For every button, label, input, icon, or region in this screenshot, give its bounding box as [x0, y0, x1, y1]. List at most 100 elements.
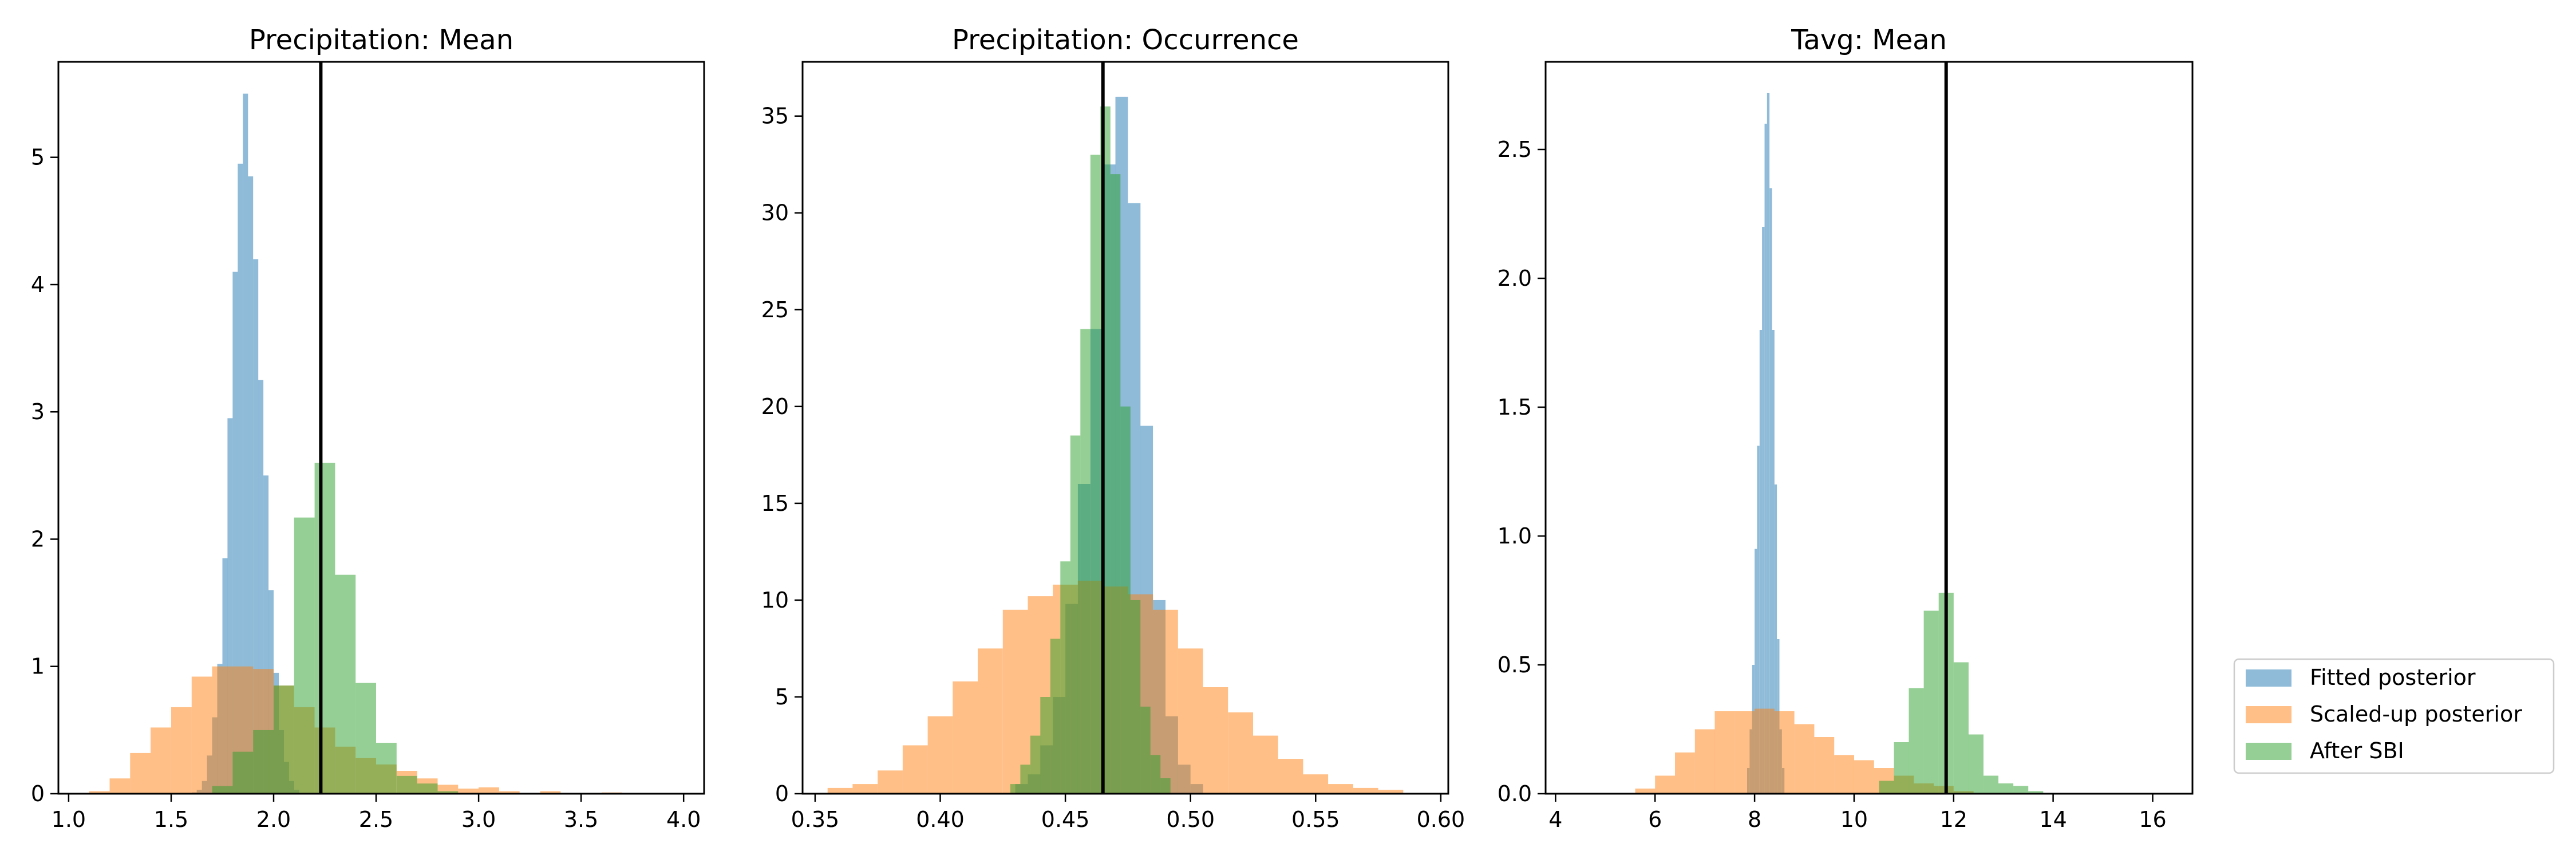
bar-after-sbi — [1020, 765, 1030, 794]
panel-precipitation-occurrence: 0.35 0.40 0.45 0.50 0.55 0.60 0 5 10 15 20 25 30 35 P… — [761, 24, 1465, 832]
histogram-bars — [827, 96, 1404, 794]
bar-scaled-up-posterior — [458, 789, 479, 794]
x-tick-label: 12 — [1940, 807, 1967, 832]
bar-after-sbi — [1090, 155, 1101, 794]
bar-scaled-up-posterior — [927, 716, 953, 794]
y-tick-label: 2.0 — [1498, 266, 1532, 291]
y-tick-label: 5 — [31, 145, 45, 170]
bar-scaled-up-posterior — [1203, 687, 1228, 794]
bar-after-sbi — [232, 751, 254, 794]
y-tick-label: 1.5 — [1498, 395, 1532, 420]
panel-title: Tavg: Mean — [1791, 24, 1947, 56]
legend-swatch — [2246, 706, 2291, 723]
x-tick-label: 10 — [1840, 807, 1868, 832]
y-tick-label: 10 — [761, 588, 789, 613]
x-tick-label: 0.35 — [791, 807, 840, 832]
bar-fitted-posterior — [1774, 484, 1777, 794]
bar-after-sbi — [1160, 778, 1171, 794]
bar-fitted-posterior — [1767, 93, 1770, 794]
axis-ticks: 0.35 0.40 0.45 0.50 0.55 0.60 0 5 10 15 20 25 30 35 — [761, 104, 1465, 832]
bar-scaled-up-posterior — [852, 784, 878, 794]
bar-scaled-up-posterior — [827, 787, 853, 794]
bar-scaled-up-posterior — [878, 770, 903, 794]
bar-fitted-posterior — [238, 163, 243, 794]
bar-scaled-up-posterior — [1228, 712, 1253, 794]
bar-scaled-up-posterior — [130, 752, 151, 794]
bar-after-sbi — [1909, 688, 1924, 794]
bar-scaled-up-posterior — [1814, 737, 1835, 794]
y-tick-label: 20 — [761, 394, 789, 419]
histogram-bars — [89, 93, 622, 794]
y-tick-label: 1.0 — [1498, 523, 1532, 549]
y-tick-label: 2.5 — [1498, 137, 1532, 162]
x-tick-label: 0.45 — [1041, 807, 1090, 832]
bar-fitted-posterior — [1772, 330, 1775, 794]
bar-fitted-posterior — [248, 176, 254, 794]
bar-scaled-up-posterior — [1253, 735, 1278, 794]
bar-fitted-posterior — [258, 380, 264, 794]
bar-scaled-up-posterior — [1794, 724, 1815, 794]
bar-after-sbi — [2028, 791, 2044, 794]
bar-scaled-up-posterior — [499, 791, 520, 794]
bar-after-sbi — [1110, 174, 1121, 794]
bar-fitted-posterior — [1762, 227, 1765, 794]
bar-scaled-up-posterior — [212, 666, 233, 794]
bar-after-sbi — [437, 791, 459, 794]
bar-after-sbi — [1010, 784, 1021, 794]
bar-after-sbi — [294, 517, 315, 794]
bar-after-sbi — [1120, 406, 1131, 794]
bar-fitted-posterior — [263, 475, 269, 794]
bar-fitted-posterior — [1757, 446, 1760, 794]
bar-scaled-up-posterior — [109, 778, 131, 794]
legend-frame — [2233, 658, 2555, 774]
bar-after-sbi — [376, 743, 397, 794]
bar-after-sbi — [1080, 329, 1091, 794]
axes-frame — [1544, 61, 2194, 795]
bar-after-sbi — [417, 783, 438, 794]
bar-scaled-up-posterior — [902, 745, 928, 794]
bar-after-sbi — [274, 685, 294, 794]
x-tick-label: 4.0 — [666, 807, 701, 832]
y-tick-label: 0.0 — [1498, 781, 1532, 806]
legend: Fitted posterior Scaled-up posterior Aft… — [2233, 658, 2555, 774]
panel-title: Precipitation: Occurrence — [952, 24, 1299, 56]
x-tick-label: 14 — [2039, 807, 2067, 832]
x-tick-label: 2.5 — [359, 807, 393, 832]
x-tick-label: 2.0 — [256, 807, 291, 832]
y-tick-label: 30 — [761, 200, 789, 226]
legend-swatch — [2246, 669, 2291, 687]
axes-frame — [57, 61, 705, 795]
legend-label: Scaled-up posterior — [2310, 702, 2522, 727]
y-tick-label: 0.5 — [1498, 652, 1532, 677]
bar-after-sbi — [1140, 706, 1151, 794]
y-tick-label: 3 — [31, 399, 45, 424]
bar-after-sbi — [1130, 600, 1141, 794]
x-tick-label: 8 — [1748, 807, 1761, 832]
bar-scaled-up-posterior — [1303, 774, 1329, 794]
bar-scaled-up-posterior — [191, 676, 212, 794]
y-tick-label: 5 — [775, 684, 789, 710]
y-tick-label: 35 — [761, 104, 789, 129]
x-tick-label: 0.60 — [1417, 807, 1465, 832]
bar-after-sbi — [1879, 781, 1894, 794]
bar-after-sbi — [1998, 783, 2014, 794]
bar-after-sbi — [1923, 610, 1939, 794]
bar-scaled-up-posterior — [1278, 759, 1303, 794]
bar-scaled-up-posterior — [1635, 789, 1656, 794]
y-tick-label: 4 — [31, 272, 45, 297]
bar-after-sbi — [1030, 735, 1041, 794]
bar-scaled-up-posterior — [1735, 711, 1755, 794]
legend-label: After SBI — [2310, 738, 2404, 763]
bar-scaled-up-posterior — [978, 648, 1003, 794]
y-tick-label: 15 — [761, 491, 789, 516]
y-tick-label: 2 — [31, 527, 45, 552]
legend-entry-after-sbi: After SBI — [2246, 738, 2404, 763]
x-tick-label: 1.0 — [52, 807, 86, 832]
bar-after-sbi — [1050, 639, 1061, 794]
bar-scaled-up-posterior — [1002, 609, 1028, 794]
bar-fitted-posterior — [253, 259, 259, 794]
bar-after-sbi — [1894, 742, 1909, 794]
legend-label: Fitted posterior — [2310, 665, 2476, 690]
y-tick-label: 25 — [761, 297, 789, 322]
